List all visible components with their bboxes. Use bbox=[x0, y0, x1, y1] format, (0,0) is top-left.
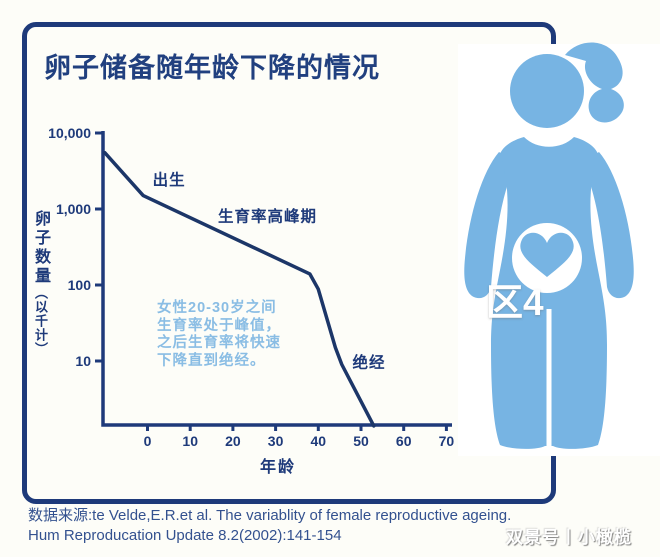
publisher-watermark: 双景号丨小橄榄 bbox=[506, 528, 632, 547]
x-tick-label: 10 bbox=[182, 433, 198, 449]
annotation-label: 出生 bbox=[153, 170, 186, 189]
annotation-label: 生育率高峰期 bbox=[218, 206, 317, 225]
x-tick-label: 20 bbox=[225, 433, 241, 449]
page-title: 卵子储备随年龄下降的情况 bbox=[44, 53, 380, 83]
source-line-1: 数据来源:te Velde,E.R.et al. The variablity … bbox=[28, 507, 512, 524]
fertility-note: 女性20-30岁之间 生育率处于峰值， 之后生育率将快速 下降直到绝经。 bbox=[157, 300, 281, 370]
annotation-label: 绝经 bbox=[352, 353, 385, 372]
x-tick-label: 60 bbox=[396, 433, 412, 449]
source-line-2: Hum Reproducation Update 8.2(2002):141-1… bbox=[28, 527, 342, 544]
fertility-note-line: 下降直到绝经。 bbox=[157, 352, 266, 369]
fertility-note-line: 之后生育率将快速 bbox=[157, 335, 281, 351]
y-tick-label: 1,000 bbox=[56, 201, 91, 217]
y-axis-title: 卵子数量（以千计） bbox=[32, 210, 49, 356]
figure-ponytail bbox=[565, 42, 624, 123]
heart-icon bbox=[520, 232, 574, 277]
x-tick-label: 40 bbox=[311, 433, 327, 449]
figure-left-arm bbox=[464, 152, 512, 299]
x-tick-label: 70 bbox=[439, 433, 455, 449]
y-axis-title-sub: （以千计） bbox=[33, 286, 48, 356]
data-source: 数据来源:te Velde,E.R.et al. The variablity … bbox=[28, 506, 528, 546]
watermark: 区4 bbox=[486, 282, 544, 323]
x-tick-label: 50 bbox=[353, 433, 369, 449]
y-tick-label: 10 bbox=[75, 353, 91, 369]
figure-head bbox=[510, 54, 584, 128]
y-tick-label: 10,000 bbox=[48, 125, 91, 141]
x-axis-title: 年龄 bbox=[259, 459, 296, 476]
fertility-note-line: 女性20-30岁之间 bbox=[157, 300, 277, 316]
x-tick-label: 0 bbox=[144, 433, 152, 449]
reserve-curve bbox=[103, 150, 376, 428]
fertility-note-line: 生育率处于峰值， bbox=[157, 317, 281, 334]
x-tick-label: 30 bbox=[268, 433, 284, 449]
y-tick-label: 100 bbox=[68, 277, 92, 293]
figure-right-arm bbox=[586, 152, 634, 299]
y-axis-title-main: 卵子数量 bbox=[32, 210, 49, 286]
chart-axes bbox=[101, 131, 452, 427]
